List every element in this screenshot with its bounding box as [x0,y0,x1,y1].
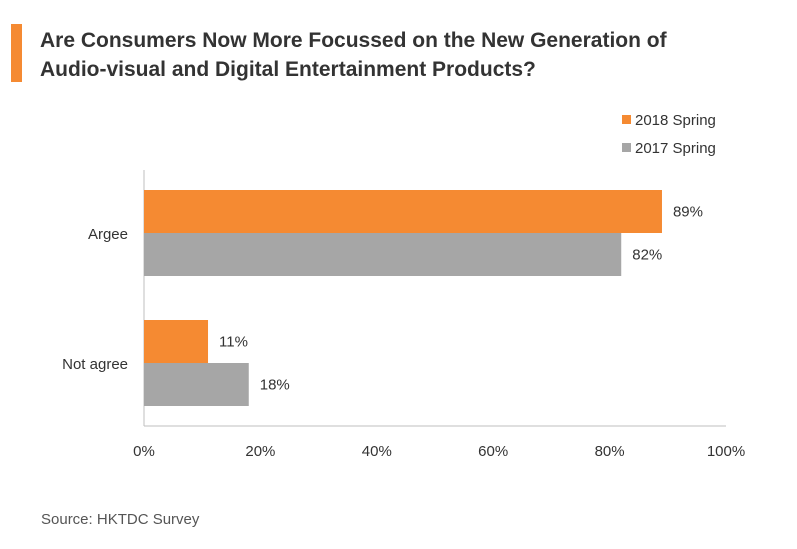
category-label: Not agree [62,356,128,373]
chart-title-line-1: Are Consumers Now More Focussed on the N… [40,29,667,52]
bar [144,190,662,233]
data-label: 18% [260,377,290,394]
title-accent-bar [11,24,22,82]
data-label: 89% [673,204,703,221]
bar [144,233,622,276]
x-tick-label: 0% [133,443,155,460]
legend-label: 2017 Spring [635,140,716,157]
legend-swatch [622,115,631,124]
x-tick-label: 40% [362,443,392,460]
x-tick-label: 100% [707,443,745,460]
bar [144,320,209,363]
x-tick-label: 20% [245,443,275,460]
data-label: 82% [632,247,662,264]
x-tick-label: 60% [478,443,508,460]
legend-swatch [622,143,631,152]
chart-title: Are Consumers Now More Focussed on the N… [40,26,780,84]
legend-label: 2018 Spring [635,112,716,129]
chart-title-line-2: Audio-visual and Digital Entertainment P… [40,58,536,81]
bar [144,363,249,406]
data-label: 11% [219,334,248,351]
x-tick-label: 80% [595,443,625,460]
source-note: Source: HKTDC Survey [41,511,200,528]
category-label: Argee [88,226,128,243]
